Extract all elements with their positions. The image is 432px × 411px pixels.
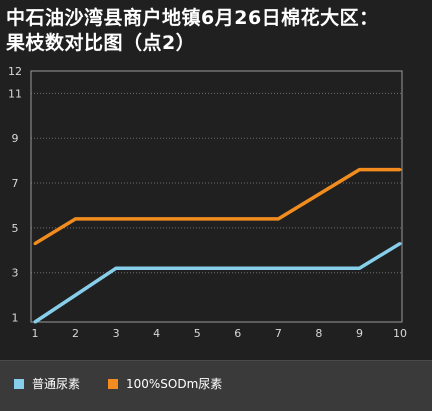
x-tick-label: 2 — [72, 327, 79, 340]
series-lines — [33, 167, 402, 324]
x-tick-label: 3 — [113, 327, 120, 340]
data-point-series-1 — [114, 266, 118, 270]
legend-swatch-series-1 — [14, 378, 24, 389]
data-point-series-2 — [195, 217, 199, 221]
y-tick-label: 12 — [8, 65, 22, 78]
data-point-series-2 — [74, 217, 78, 221]
legend: 普通尿素 100%SODm尿素 — [0, 360, 432, 411]
data-point-series-2 — [114, 217, 118, 221]
y-tick-label: 1 — [12, 312, 19, 325]
gridlines — [31, 92, 402, 274]
x-tick-label: 1 — [32, 327, 39, 340]
x-axis-ticks: 1 2 3 4 5 6 7 8 9 10 — [32, 327, 408, 340]
data-point-series-1 — [195, 266, 199, 270]
data-point-series-1 — [276, 266, 280, 270]
data-point-series-2 — [236, 217, 240, 221]
x-tick-label: 7 — [275, 327, 282, 340]
y-tick-label: 11 — [8, 87, 22, 100]
plot-area-border — [30, 70, 403, 323]
y-tick-label: 9 — [12, 132, 19, 145]
y-tick-label: 3 — [12, 267, 19, 280]
data-point-series-1 — [357, 266, 361, 270]
data-point-series-1 — [236, 266, 240, 270]
data-point-series-2 — [155, 217, 159, 221]
series-line-2 — [34, 167, 400, 246]
legend-label-series-2: 100%SODm尿素 — [126, 377, 223, 391]
legend-swatch-series-2 — [108, 378, 118, 389]
data-point-series-2 — [398, 168, 402, 172]
data-point-series-1 — [155, 266, 159, 270]
chart-title: 中石油沙湾县商户地镇6月26日棉花大区： 果枝数对比图（点2） — [6, 7, 379, 54]
y-tick-label: 7 — [12, 177, 19, 190]
legend-item-series-2: 100%SODm尿素 — [108, 375, 222, 392]
data-point-series-2 — [33, 242, 37, 246]
y-tick-label: 5 — [12, 222, 19, 235]
x-tick-label: 6 — [234, 327, 241, 340]
legend-item-series-1: 普通尿素 — [14, 375, 80, 392]
data-point-series-1 — [74, 293, 78, 297]
x-tick-label: 4 — [153, 327, 160, 340]
x-tick-label: 5 — [194, 327, 201, 340]
x-tick-label: 8 — [315, 327, 322, 340]
data-point-series-1 — [317, 266, 321, 270]
data-point-series-1 — [33, 320, 37, 324]
x-tick-label: 9 — [356, 327, 363, 340]
data-point-series-2 — [357, 168, 361, 172]
data-point-series-2 — [276, 217, 280, 221]
series-line-1 — [34, 242, 401, 324]
data-point-series-2 — [317, 192, 321, 196]
x-tick-label: 10 — [393, 327, 407, 340]
y-axis-ticks: 1 3 5 7 9 11 12 — [8, 65, 22, 325]
legend-label-series-1: 普通尿素 — [32, 377, 81, 391]
data-point-series-1 — [398, 242, 402, 246]
